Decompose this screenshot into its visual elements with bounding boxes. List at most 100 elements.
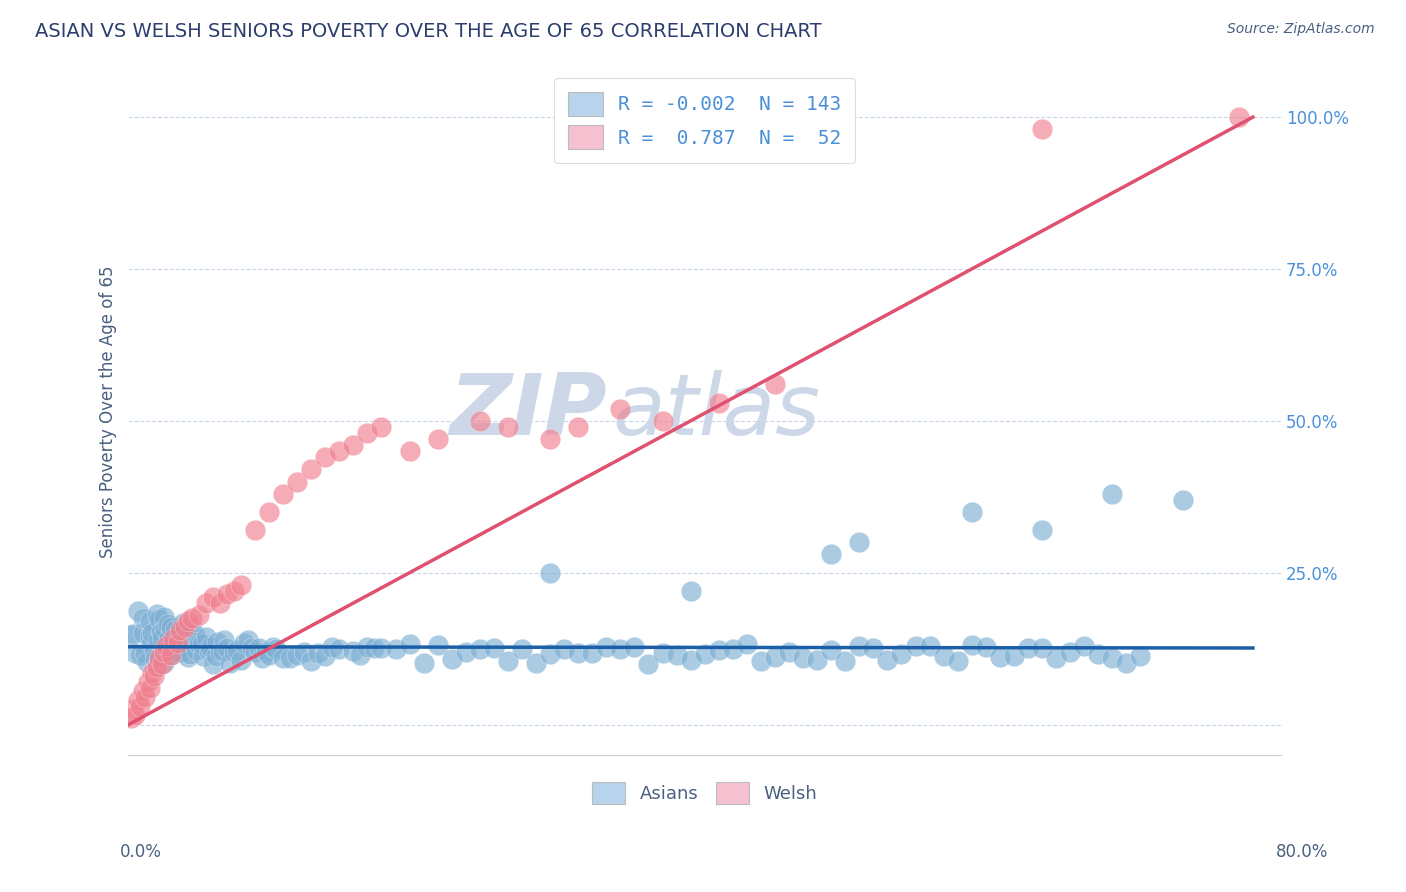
Point — [169, 624, 191, 639]
Point — [363, 640, 385, 655]
Point — [127, 604, 149, 618]
Point — [148, 650, 170, 665]
Point — [679, 653, 702, 667]
Point — [482, 640, 505, 655]
Point — [707, 395, 730, 409]
Point — [149, 624, 172, 639]
Point — [440, 652, 463, 666]
Point — [1171, 492, 1194, 507]
Point — [820, 548, 842, 562]
Point — [778, 645, 800, 659]
Point — [637, 657, 659, 671]
Point — [201, 590, 224, 604]
Point — [143, 651, 166, 665]
Point — [186, 635, 208, 649]
Point — [665, 648, 688, 663]
Point — [243, 645, 266, 659]
Point — [609, 401, 631, 416]
Point — [139, 636, 162, 650]
Point — [426, 432, 449, 446]
Point — [155, 639, 177, 653]
Point — [285, 648, 308, 662]
Point — [538, 566, 561, 580]
Point — [1017, 640, 1039, 655]
Point — [169, 624, 191, 638]
Point — [848, 535, 870, 549]
Point — [155, 648, 177, 663]
Point — [356, 640, 378, 654]
Point — [134, 690, 156, 705]
Point — [177, 630, 200, 644]
Point — [197, 644, 219, 658]
Point — [128, 648, 150, 662]
Point — [988, 650, 1011, 665]
Point — [156, 616, 179, 631]
Point — [264, 641, 287, 656]
Point — [176, 650, 198, 665]
Point — [180, 621, 202, 635]
Point — [167, 644, 190, 658]
Point — [1101, 486, 1123, 500]
Point — [848, 640, 870, 654]
Point — [735, 637, 758, 651]
Point — [118, 628, 141, 642]
Point — [127, 693, 149, 707]
Point — [918, 639, 941, 653]
Point — [183, 628, 205, 642]
Point — [278, 650, 301, 665]
Point — [960, 505, 983, 519]
Point — [194, 596, 217, 610]
Point — [292, 645, 315, 659]
Point — [225, 643, 247, 657]
Point — [152, 656, 174, 670]
Point — [623, 640, 645, 654]
Point — [181, 634, 204, 648]
Point — [693, 647, 716, 661]
Point — [138, 614, 160, 628]
Point — [792, 651, 814, 665]
Point — [191, 648, 214, 663]
Point — [328, 642, 350, 657]
Point — [1031, 122, 1053, 136]
Point — [454, 645, 477, 659]
Point — [204, 648, 226, 663]
Point — [763, 649, 786, 664]
Point — [176, 614, 198, 628]
Point — [342, 644, 364, 658]
Point — [148, 612, 170, 626]
Point — [763, 377, 786, 392]
Point — [187, 637, 209, 651]
Point — [240, 641, 263, 656]
Point — [211, 644, 233, 658]
Text: ASIAN VS WELSH SENIORS POVERTY OVER THE AGE OF 65 CORRELATION CHART: ASIAN VS WELSH SENIORS POVERTY OVER THE … — [35, 22, 821, 41]
Point — [173, 624, 195, 639]
Point — [254, 645, 277, 659]
Point — [243, 523, 266, 537]
Point — [609, 641, 631, 656]
Point — [904, 639, 927, 653]
Point — [165, 639, 187, 653]
Point — [496, 654, 519, 668]
Point — [328, 444, 350, 458]
Point — [157, 631, 180, 645]
Point — [356, 425, 378, 440]
Point — [187, 608, 209, 623]
Point — [538, 432, 561, 446]
Point — [342, 438, 364, 452]
Y-axis label: Seniors Poverty Over the Age of 65: Seniors Poverty Over the Age of 65 — [100, 266, 117, 558]
Point — [145, 660, 167, 674]
Point — [150, 631, 173, 645]
Point — [553, 642, 575, 657]
Point — [314, 648, 336, 663]
Point — [510, 641, 533, 656]
Point — [222, 583, 245, 598]
Point — [150, 657, 173, 671]
Point — [285, 475, 308, 489]
Point — [1031, 523, 1053, 537]
Point — [398, 637, 420, 651]
Point — [141, 665, 163, 680]
Point — [257, 648, 280, 663]
Point — [412, 656, 434, 670]
Point — [271, 651, 294, 665]
Point — [218, 656, 240, 670]
